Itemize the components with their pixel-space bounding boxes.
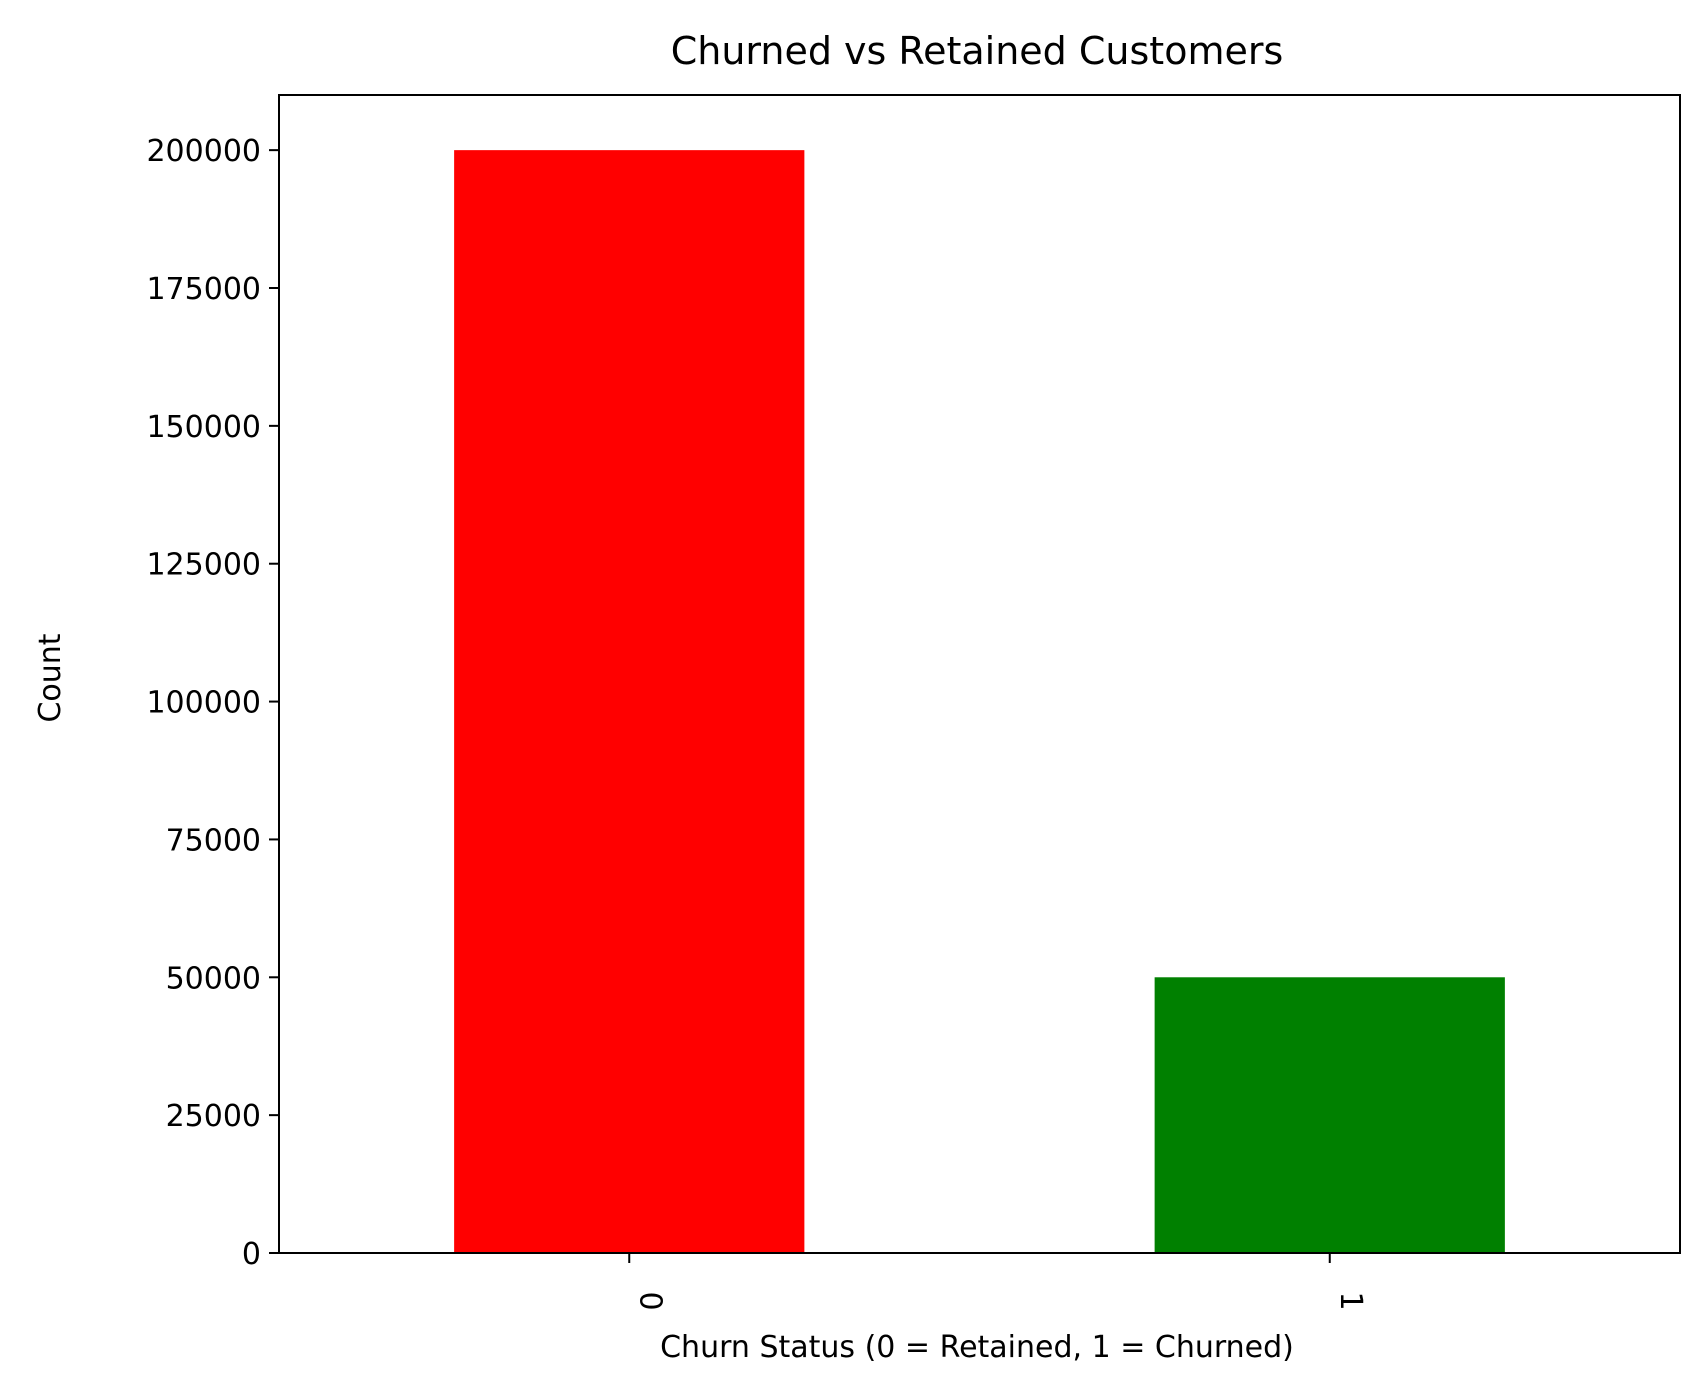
y-tick-label: 25000 xyxy=(166,1099,261,1134)
y-tick-label: 100000 xyxy=(146,686,261,721)
y-tick-label: 150000 xyxy=(146,410,261,445)
y-tick-label: 50000 xyxy=(166,961,261,996)
x-tick-label: 1 xyxy=(1333,1291,1368,1310)
x-tick-label: 0 xyxy=(632,1291,667,1310)
bar-1 xyxy=(1154,977,1505,1253)
plot-area: 0 25000 50000 75000 100000 125000 150000 175000… xyxy=(146,94,1681,1311)
y-tick-label: 75000 xyxy=(166,823,261,858)
axes-frame xyxy=(278,94,1681,1254)
y-tick-label: 200000 xyxy=(146,134,261,169)
y-axis-label: Count xyxy=(33,633,68,722)
y-tick-label: 175000 xyxy=(146,272,261,307)
bar-0 xyxy=(454,150,805,1254)
x-axis-label: Churn Status (0 = Retained, 1 = Churned) xyxy=(660,1330,1294,1365)
y-tick-label: 125000 xyxy=(146,548,261,583)
y-tick-label: 0 xyxy=(242,1237,261,1272)
chart-title: Churned vs Retained Customers xyxy=(671,29,1284,73)
